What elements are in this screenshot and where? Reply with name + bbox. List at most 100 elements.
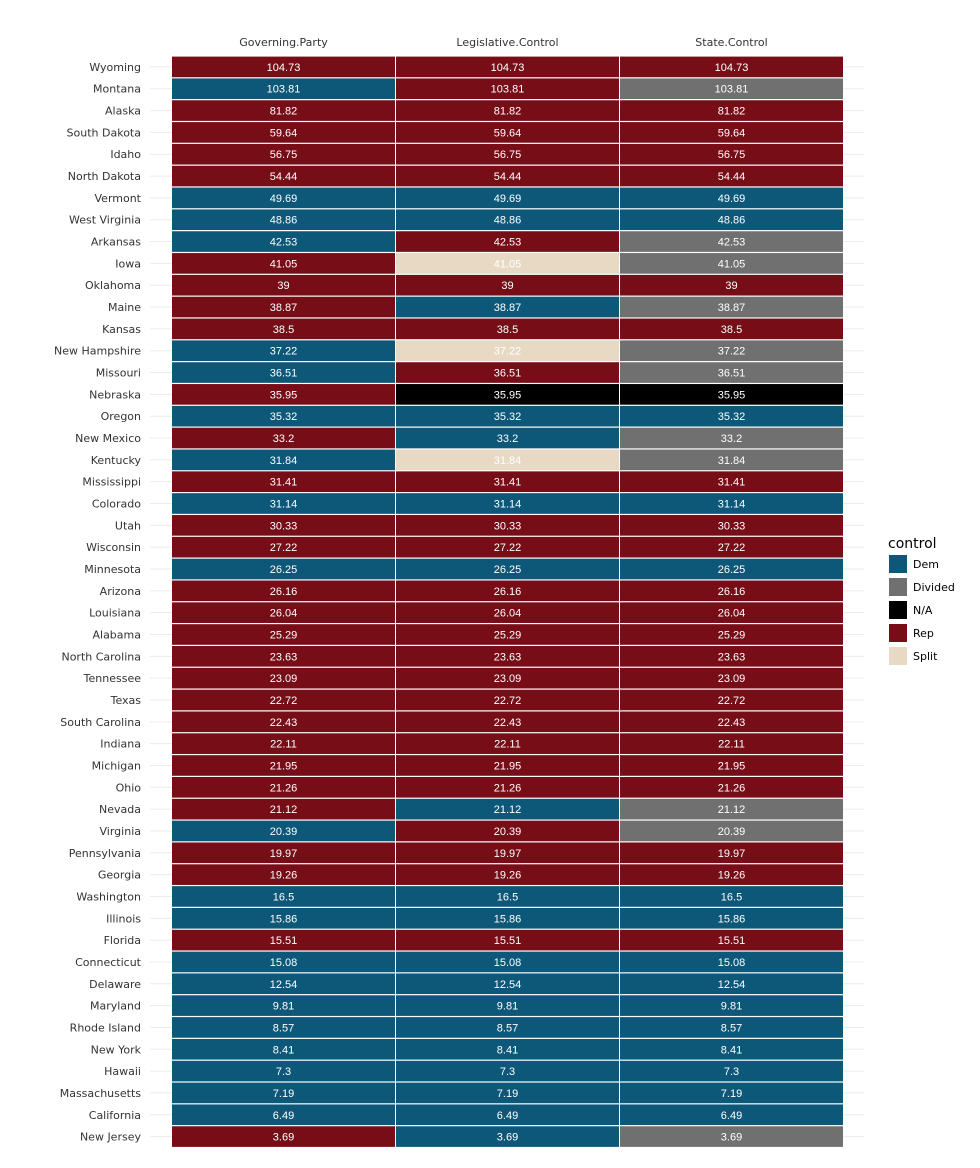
cell-value-label: 33.2	[721, 433, 742, 445]
heatmap-cell	[620, 711, 843, 733]
legend-swatch	[889, 578, 907, 596]
cell-value-label: 25.29	[494, 629, 522, 641]
cell-value-label: 3.69	[497, 1132, 518, 1144]
heatmap-cell	[396, 1126, 619, 1147]
cell-value-label: 39	[277, 280, 289, 292]
cell-value-label: 9.81	[273, 1001, 294, 1013]
row-label: Maryland	[90, 1000, 141, 1013]
cell-value-label: 3.69	[273, 1132, 294, 1144]
heatmap-cell	[172, 78, 395, 100]
heatmap-cell	[172, 558, 395, 580]
row-label: Oklahoma	[85, 279, 141, 292]
heatmap-cell	[620, 1082, 843, 1104]
cell-value-label: 8.57	[721, 1022, 742, 1034]
row-label: Vermont	[95, 192, 142, 205]
cell-value-label: 56.75	[270, 149, 298, 161]
heatmap-cell	[396, 1038, 619, 1060]
cell-value-label: 31.14	[718, 499, 746, 511]
cell-value-label: 33.2	[497, 433, 518, 445]
cell-value-label: 8.41	[273, 1044, 294, 1056]
row-label: Illinois	[106, 912, 141, 925]
heatmap-cell	[620, 100, 843, 121]
cell-value-label: 9.81	[721, 1001, 742, 1013]
cell-value-label: 31.84	[270, 455, 298, 467]
heatmap-cell	[620, 558, 843, 580]
cell-value-label: 15.08	[494, 957, 522, 969]
cell-value-label: 35.95	[494, 389, 522, 401]
cell-value-label: 30.33	[270, 520, 298, 532]
heatmap-cell	[396, 733, 619, 754]
cell-value-label: 41.05	[718, 258, 746, 270]
row-label: Montana	[93, 83, 141, 96]
cell-value-label: 21.26	[718, 782, 746, 794]
heatmap-cell	[172, 1060, 395, 1082]
heatmap-cell	[396, 493, 619, 514]
heatmap-cell	[172, 973, 395, 995]
heatmap-cell	[396, 449, 619, 471]
heatmap-cell	[396, 274, 619, 296]
heatmap-cell	[396, 798, 619, 820]
heatmap-cell	[172, 1038, 395, 1060]
heatmap-cell	[396, 995, 619, 1016]
cell-value-label: 22.43	[494, 717, 522, 729]
cell-value-label: 26.25	[494, 564, 522, 576]
cell-value-label: 7.3	[276, 1066, 291, 1078]
heatmap-cell	[620, 602, 843, 623]
heatmap-cells: 104.73 104.73 104.73 103.81 103.81 103.81 81.8…	[172, 56, 843, 1147]
cell-value-label: 21.12	[494, 804, 522, 816]
cell-value-label: 42.53	[718, 237, 746, 249]
row-label: California	[89, 1109, 141, 1122]
cell-value-label: 12.54	[270, 979, 298, 991]
cell-value-label: 35.32	[494, 411, 522, 423]
heatmap-cell	[620, 776, 843, 798]
heatmap-cell	[172, 449, 395, 471]
row-label: New Jersey	[80, 1131, 142, 1144]
cell-value-label: 19.97	[270, 848, 298, 860]
cell-value-label: 36.51	[270, 368, 298, 380]
heatmap-cell	[396, 165, 619, 187]
heatmap-cell	[172, 646, 395, 667]
cell-value-label: 42.53	[270, 237, 298, 249]
heatmap-cell	[396, 842, 619, 864]
heatmap-cell	[396, 820, 619, 842]
cell-value-label: 12.54	[718, 979, 746, 991]
cell-value-label: 104.73	[491, 62, 525, 74]
heatmap-cell	[620, 274, 843, 296]
cell-value-label: 22.11	[270, 739, 297, 751]
cell-value-label: 38.5	[497, 324, 518, 336]
heatmap-cell	[396, 951, 619, 973]
heatmap-cell	[396, 580, 619, 602]
heatmap-cell	[396, 1104, 619, 1126]
cell-value-label: 31.41	[718, 477, 746, 489]
cell-value-label: 35.95	[270, 389, 298, 401]
heatmap-cell	[620, 864, 843, 885]
cell-value-label: 22.72	[494, 695, 522, 707]
cell-value-label: 103.81	[267, 84, 301, 96]
heatmap-cell	[620, 1038, 843, 1060]
cell-value-label: 30.33	[494, 520, 522, 532]
row-label: Utah	[115, 519, 141, 532]
cell-value-label: 27.22	[270, 542, 298, 554]
heatmap-cell	[396, 231, 619, 252]
cell-value-label: 21.95	[718, 760, 746, 772]
row-label: New York	[91, 1043, 142, 1056]
cell-value-label: 48.86	[270, 215, 298, 227]
cell-value-label: 31.41	[270, 477, 298, 489]
cell-value-label: 49.69	[270, 193, 298, 205]
legend-label: Divided	[913, 581, 955, 594]
heatmap-cell	[172, 318, 395, 340]
row-label: Arkansas	[91, 236, 141, 249]
heatmap-cell	[172, 143, 395, 165]
cell-value-label: 37.22	[718, 346, 746, 358]
row-label: Rhode Island	[70, 1021, 141, 1034]
heatmap-cell	[620, 733, 843, 754]
heatmap-cell	[620, 951, 843, 973]
cell-value-label: 22.11	[494, 739, 521, 751]
heatmap-cell	[172, 995, 395, 1016]
cell-value-label: 23.63	[718, 651, 746, 663]
heatmap-cell	[396, 296, 619, 318]
row-label: Michigan	[92, 759, 141, 772]
row-label: Alaska	[105, 105, 141, 118]
cell-value-label: 103.81	[715, 84, 749, 96]
row-labels: Wyoming Montana Alaska South Dakota Idaho Nor…	[54, 61, 142, 1144]
